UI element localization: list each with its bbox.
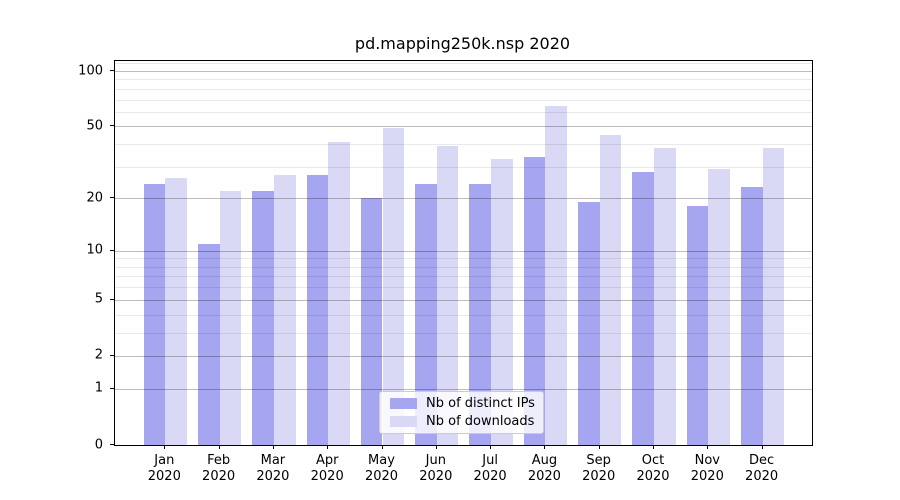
x-tick-label-sep: Sep 2020: [582, 453, 616, 484]
x-tick-label-feb: Feb 2020: [202, 453, 236, 484]
x-tick-label-may: May 2020: [364, 453, 399, 484]
y-tick-label-1: 1: [94, 380, 103, 396]
bar-downloads-feb: [219, 190, 242, 445]
y-tick-mark-100: [110, 70, 114, 72]
x-tick-mark-jan: [164, 445, 166, 449]
legend-item-distinct-ips: Nb of distinct IPs: [390, 394, 535, 413]
x-tick-label-jul: Jul 2020: [473, 453, 507, 484]
bar-distinct-ips-jun: [415, 184, 437, 445]
x-tick-mark-dec: [761, 445, 763, 449]
bar-distinct-ips-may: [360, 198, 383, 445]
bar-distinct-ips-jan: [143, 184, 166, 445]
bar-distinct-ips-sep: [578, 202, 600, 445]
legend-label-distinct-ips: Nb of distinct IPs: [426, 395, 535, 411]
x-tick-mark-nov: [707, 445, 709, 449]
y-tick-mark-20: [110, 197, 114, 199]
legend: Nb of distinct IPs Nb of downloads: [379, 391, 544, 434]
bar-downloads-jun: [436, 146, 459, 445]
bars-layer: [115, 61, 812, 445]
x-tick-label-apr: Apr 2020: [310, 453, 344, 484]
y-tick-mark-1: [110, 387, 114, 389]
chart-title: pd.mapping250k.nsp 2020: [354, 34, 571, 53]
x-tick-mark-aug: [544, 445, 546, 449]
x-tick-label-nov: Nov 2020: [690, 453, 724, 484]
x-tick-label-jun: Jun 2020: [419, 453, 453, 484]
bar-downloads-may: [382, 128, 405, 445]
legend-item-downloads: Nb of downloads: [390, 413, 535, 432]
y-tick-label-10: 10: [86, 242, 103, 258]
x-tick-mark-may: [381, 445, 383, 449]
x-tick-mark-mar: [272, 445, 274, 449]
bar-downloads-aug: [545, 105, 568, 445]
x-tick-label-dec: Dec 2020: [745, 453, 779, 484]
y-tick-label-100: 100: [78, 63, 103, 79]
y-tick-label-50: 50: [86, 118, 103, 134]
legend-swatch-downloads: [390, 416, 417, 428]
x-tick-label-mar: Mar 2020: [256, 453, 290, 484]
bar-distinct-ips-nov: [686, 206, 709, 445]
x-tick-label-aug: Aug 2020: [527, 453, 561, 484]
bar-distinct-ips-oct: [632, 172, 654, 445]
bar-downloads-apr: [328, 142, 350, 445]
y-tick-label-0: 0: [94, 437, 103, 452]
bar-downloads-oct: [654, 148, 676, 445]
x-tick-mark-jun: [435, 445, 437, 449]
bar-distinct-ips-feb: [197, 243, 220, 445]
x-tick-mark-sep: [598, 445, 600, 449]
bar-downloads-jul: [491, 159, 513, 445]
legend-swatch-distinct-ips: [390, 397, 417, 409]
y-tick-mark-50: [110, 125, 114, 127]
bar-distinct-ips-aug: [523, 156, 546, 445]
bar-downloads-jan: [165, 177, 187, 445]
y-tick-mark-2: [110, 354, 114, 356]
bar-distinct-ips-jul: [469, 184, 492, 445]
x-tick-mark-jul: [490, 445, 492, 449]
bar-distinct-ips-mar: [252, 190, 274, 445]
y-tick-mark-5: [110, 298, 114, 300]
y-tick-label-20: 20: [86, 190, 103, 206]
y-tick-label-2: 2: [94, 347, 103, 363]
x-tick-mark-feb: [218, 445, 220, 449]
bar-downloads-sep: [599, 134, 622, 445]
x-tick-label-jan: Jan 2020: [147, 453, 181, 484]
plot-area: Nb of distinct IPs Nb of downloads: [114, 60, 813, 446]
x-tick-mark-oct: [653, 445, 654, 449]
y-tick-mark-10: [110, 249, 114, 251]
x-tick-mark-apr: [327, 445, 329, 449]
bar-distinct-ips-apr: [306, 174, 329, 445]
y-tick-label-5: 5: [94, 291, 103, 307]
x-tick-label-oct: Oct 2020: [636, 453, 670, 484]
legend-label-downloads: Nb of downloads: [426, 414, 535, 430]
y-tick-mark-0: [110, 444, 114, 445]
bar-distinct-ips-dec: [740, 187, 763, 445]
bar-downloads-nov: [708, 169, 730, 445]
bar-downloads-mar: [273, 174, 296, 445]
bar-downloads-dec: [762, 148, 785, 445]
